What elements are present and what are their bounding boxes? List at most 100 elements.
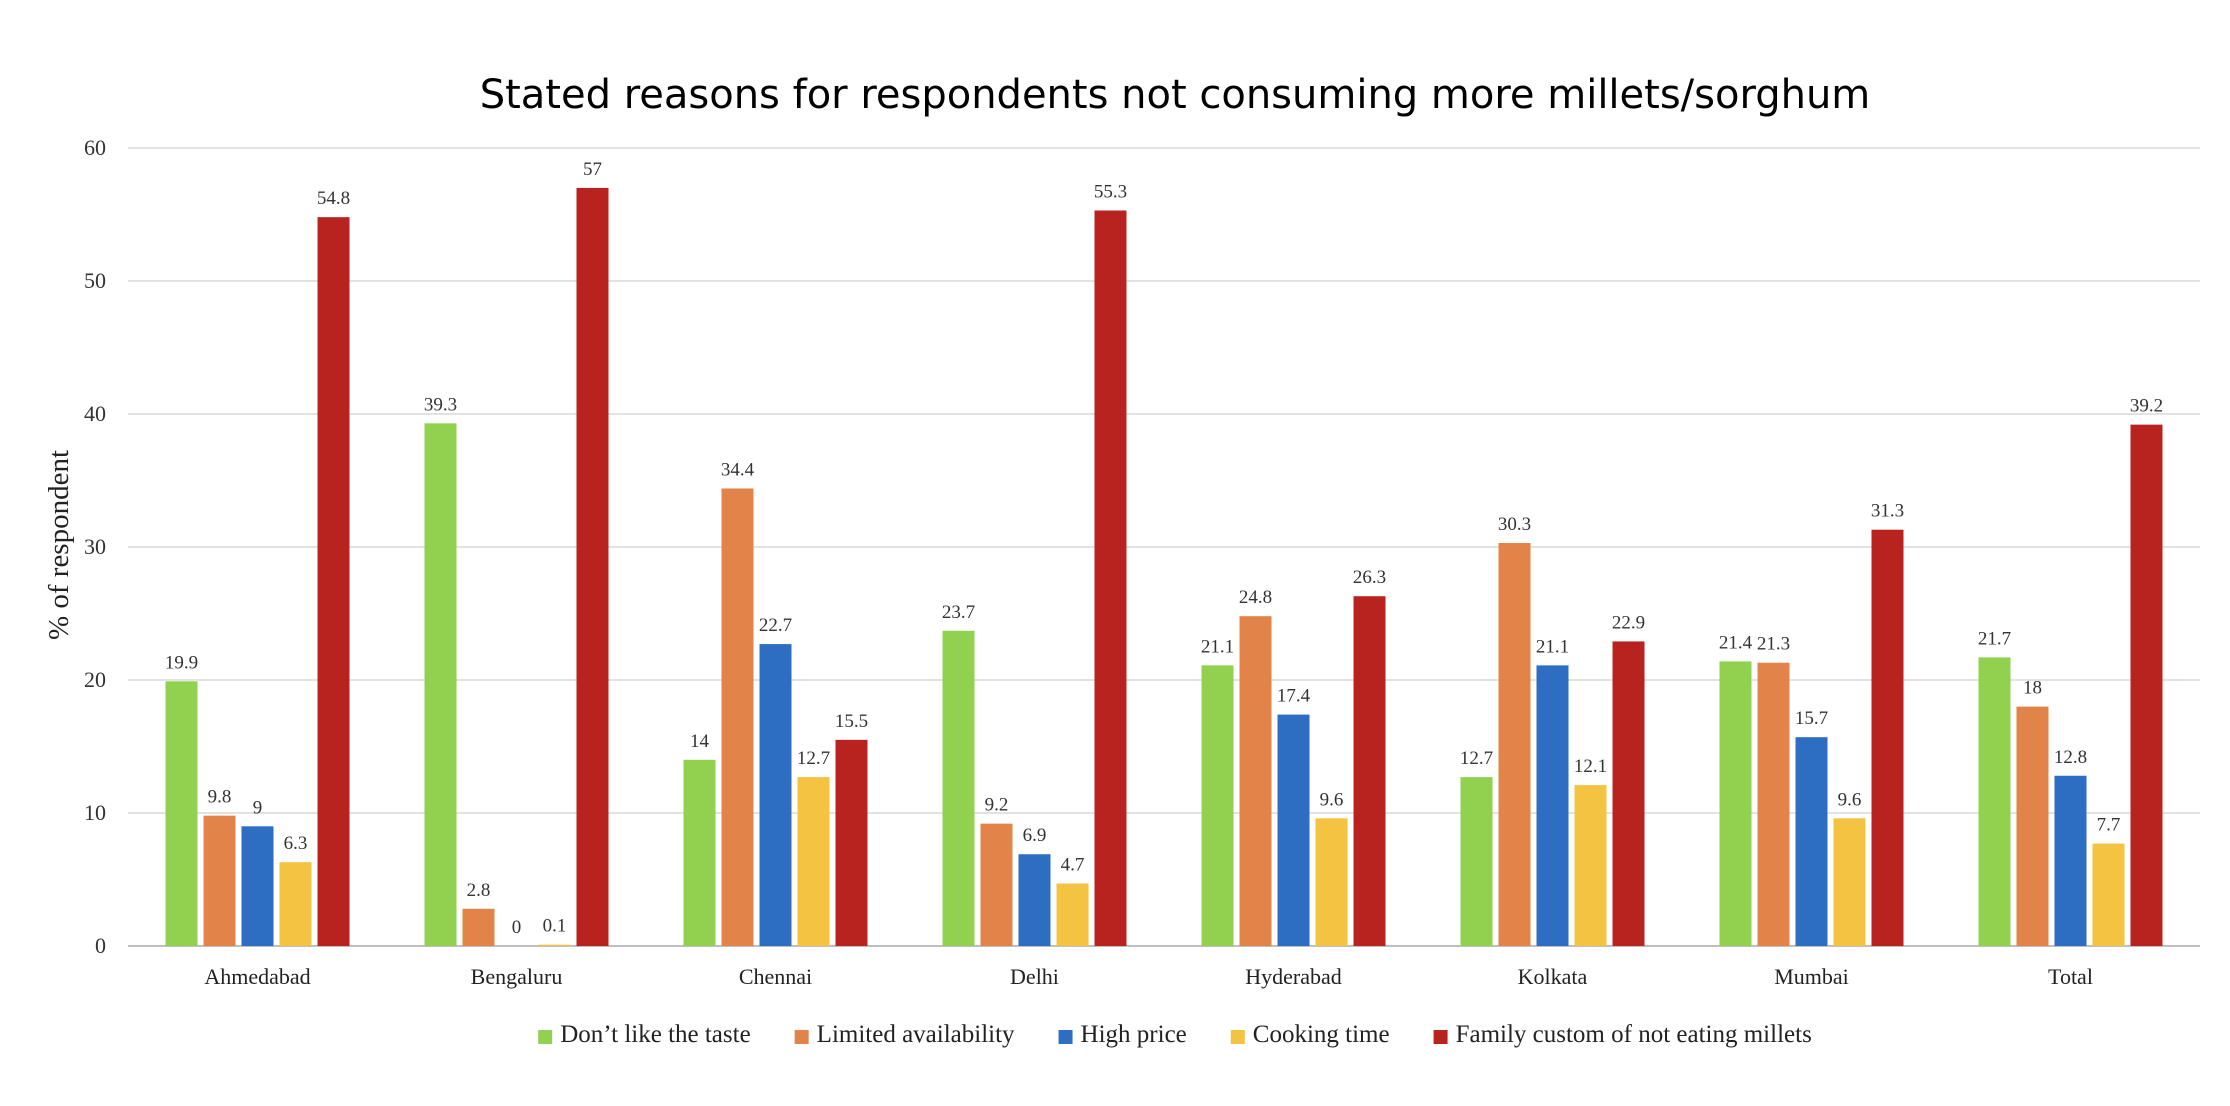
y-axis-label: % of respondent [43, 450, 75, 640]
data-label: 15.5 [835, 711, 868, 732]
bar [2092, 843, 2125, 946]
data-labels: 19.9 9.8 9 6.3 54.8 39.3 2.8 0 0.1 57 14 34.4 22.7 12… [165, 159, 2163, 938]
bar [241, 826, 274, 946]
bar [1978, 657, 2011, 946]
data-label: 18 [2023, 678, 2042, 699]
bar [1833, 818, 1866, 946]
legend-label: High price [1081, 1021, 1187, 1048]
bar [835, 739, 868, 946]
x-tick-label: Delhi [1010, 964, 1059, 989]
bar [1277, 714, 1310, 946]
data-label: 9.6 [1838, 789, 1862, 810]
data-label: 21.1 [1536, 636, 1569, 657]
bar [1201, 665, 1234, 946]
data-label: 57 [583, 159, 602, 180]
bar [1018, 854, 1051, 946]
bar [2130, 424, 2163, 946]
data-label: 12.7 [797, 748, 830, 769]
bar [576, 187, 609, 946]
x-tick-label: Bengaluru [471, 964, 563, 989]
x-tick-label: Total [2048, 964, 2093, 989]
y-tick-label: 30 [84, 534, 106, 559]
bar [1574, 785, 1607, 946]
data-label: 21.3 [1757, 634, 1790, 655]
bar [203, 815, 236, 946]
data-label: 9.8 [208, 787, 232, 808]
x-tick-label: Kolkata [1518, 964, 1588, 989]
bar [1871, 529, 1904, 946]
data-label: 22.9 [1612, 612, 1645, 633]
legend-label: Family custom of not eating millets [1456, 1021, 1812, 1048]
data-label: 21.1 [1201, 636, 1234, 657]
data-label: 12.7 [1460, 748, 1493, 769]
data-label: 31.3 [1871, 501, 1904, 522]
axes: 0 10 20 30 40 50 60 Ahmedabad Bengaluru Chennai De… [84, 135, 2093, 989]
bar [1795, 737, 1828, 946]
data-label: 6.9 [1023, 825, 1047, 846]
data-label: 14 [690, 731, 710, 752]
chart-title: Stated reasons for respondents not consu… [480, 72, 1871, 118]
data-label: 9 [253, 797, 263, 818]
data-label: 39.2 [2130, 396, 2163, 417]
legend: Don’t like the taste Limited availability… [538, 1021, 1812, 1048]
data-label: 54.8 [317, 188, 350, 209]
bars [165, 187, 2163, 946]
data-label: 17.4 [1277, 686, 1311, 707]
y-tick-label: 40 [84, 401, 106, 426]
bar [538, 944, 571, 946]
bar [1612, 641, 1645, 946]
legend-swatch [794, 1030, 809, 1044]
y-tick-label: 20 [84, 667, 106, 692]
y-tick-label: 0 [95, 933, 106, 958]
legend-item: Family custom of not eating millets [1433, 1021, 1812, 1048]
data-label: 26.3 [1353, 567, 1386, 588]
bar [1460, 777, 1493, 946]
legend-item: Cooking time [1230, 1021, 1390, 1048]
bar [721, 488, 754, 946]
data-label: 0 [512, 917, 522, 938]
legend-item: Don’t like the taste [538, 1021, 751, 1048]
data-label: 12.1 [1574, 756, 1607, 777]
bar [683, 759, 716, 946]
bar [1536, 665, 1569, 946]
data-label: 9.2 [985, 795, 1009, 816]
data-label: 9.6 [1320, 789, 1344, 810]
bar [1315, 818, 1348, 946]
bar [1056, 883, 1089, 946]
data-label: 6.3 [284, 833, 308, 854]
data-label: 2.8 [467, 880, 491, 901]
data-label: 0.1 [543, 916, 567, 937]
data-label: 22.7 [759, 615, 792, 636]
bar [424, 423, 457, 946]
x-tick-label: Ahmedabad [204, 964, 310, 989]
data-label: 24.8 [1239, 587, 1272, 608]
x-tick-label: Mumbai [1774, 964, 1849, 989]
bar [2016, 706, 2049, 946]
data-label: 7.7 [2097, 815, 2121, 836]
bar [279, 862, 312, 946]
bar [165, 681, 198, 946]
data-label: 21.7 [1978, 628, 2011, 649]
bar [1353, 596, 1386, 946]
data-label: 30.3 [1498, 514, 1531, 535]
legend-label: Limited availability [817, 1021, 1015, 1048]
legend-item: High price [1058, 1021, 1187, 1048]
bar [1239, 616, 1272, 946]
legend-label: Don’t like the taste [560, 1021, 750, 1048]
bar [942, 630, 975, 946]
bar [1757, 662, 1790, 946]
bar [980, 823, 1013, 946]
legend-swatch [1433, 1030, 1448, 1044]
bar [797, 777, 830, 946]
bar [462, 908, 495, 946]
y-tick-label: 60 [84, 135, 106, 160]
bar [1498, 543, 1531, 946]
data-label: 23.7 [942, 602, 975, 623]
legend-label: Cooking time [1253, 1021, 1390, 1048]
bar [1094, 210, 1127, 946]
y-tick-label: 10 [84, 800, 106, 825]
bar [317, 217, 350, 946]
data-label: 15.7 [1795, 708, 1828, 729]
data-label: 55.3 [1094, 182, 1127, 203]
